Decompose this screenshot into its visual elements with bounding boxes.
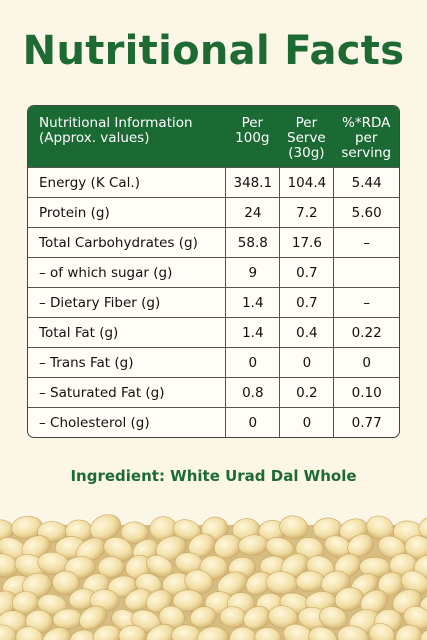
header-line: %*RDA [342,115,391,131]
bean [283,623,314,640]
bean [404,535,427,560]
table-row: Energy (K Cal.) 348.1 104.4 5.44 [28,167,399,197]
bean [15,626,44,640]
header-line: serving [341,145,392,161]
bean [196,626,229,640]
table-cell: – of which sugar (g) [28,257,226,287]
table-cell: 24 [225,197,280,227]
table-cell: 7.2 [279,197,334,227]
bean [22,572,52,598]
table-cell: 0.10 [333,377,399,407]
table-cell: 348.1 [225,167,280,197]
table-body: Energy (K Cal.) 348.1 104.4 5.44 Protein (g)… [28,167,399,437]
table-cell: Total Fat (g) [28,317,226,347]
table-cell: 0 [333,347,399,377]
header-cell: %*RDA per serving [333,106,399,167]
bean [188,533,216,558]
header-row: Nutritional Information (Approx. values) P… [28,106,399,167]
bean [334,587,364,611]
bean [79,605,108,630]
bean [413,554,427,580]
bean [308,626,338,640]
bean [97,556,125,579]
header-line: 100g [235,130,270,146]
table-cell: 0.77 [333,407,399,437]
table-cell: 5.60 [333,197,399,227]
header-line: Nutritional Information [39,115,193,131]
bean [118,625,147,640]
table-row: Protein (g) 24 7.2 5.60 [28,197,399,227]
table-cell [333,257,399,287]
table-cell: 0.4 [279,317,334,347]
table-cell: – Saturated Fat (g) [28,377,226,407]
table-cell: 0 [225,407,280,437]
table-row: Total Fat (g) 1.4 0.4 0.22 [28,317,399,347]
title: Nutritional Facts [22,28,405,74]
bean [347,533,374,558]
table-cell: Protein (g) [28,197,226,227]
bean [120,521,149,544]
ingredient: Ingredient: White Urad Dal Whole [70,467,357,485]
header-line: (Approx. values) [39,130,150,146]
header-line: per [354,130,378,146]
table-row: – of which sugar (g) 9 0.7 [28,257,399,287]
bean [418,515,427,539]
table-cell: – [333,227,399,257]
nutrition-table: Nutritional Information (Approx. values) P… [27,105,400,438]
table-row: – Saturated Fat (g) 0.8 0.2 0.10 [28,377,399,407]
bean [319,606,348,630]
table-cell: 104.4 [279,167,334,197]
bean [146,554,174,578]
bean [366,515,394,540]
table-cell: 0.2 [279,377,334,407]
beans-image [0,514,427,640]
bean [268,605,298,630]
table-cell: 9 [225,257,280,287]
table-row: Total Carbohydrates (g) 58.8 17.6– [28,227,399,257]
header-line: Serve [287,130,326,146]
bean [295,570,326,592]
header-cell: Per 100g [225,106,280,167]
bean [69,629,97,640]
table-row: – Trans Fat (g) 0 0 0 [28,347,399,377]
bean [37,593,68,616]
header-line: Per [241,115,264,131]
table-cell: – Trans Fat (g) [28,347,226,377]
table-cell: – Cholesterol (g) [28,407,226,437]
table-cell: 0 [279,407,334,437]
header-cell: Nutritional Information (Approx. values) [28,106,226,167]
table-cell: 1.4 [225,317,280,347]
table-row: – Dietary Fiber (g) 1.4 0.7– [28,287,399,317]
bean [279,515,309,540]
table-cell: 17.6 [279,227,334,257]
table-cell: 0.7 [279,287,334,317]
table-cell: 58.8 [225,227,280,257]
table-cell: – [333,287,399,317]
table-cell: 5.44 [333,167,399,197]
table-cell: 0 [225,347,280,377]
bean [337,625,369,640]
table-cell: Total Carbohydrates (g) [28,227,226,257]
bean [172,589,205,613]
bean [368,622,395,640]
table-cell: Energy (K Cal.) [28,167,226,197]
bean [42,627,72,640]
table-cell: 0.7 [279,257,334,287]
table-row: – Cholesterol (g) 0 0 0.77 [28,407,399,437]
table-cell: 1.4 [225,287,280,317]
header-cell: Per Serve (30g) [279,106,334,167]
bean [360,589,389,615]
table-cell: – Dietary Fiber (g) [28,287,226,317]
table-cell: 0.22 [333,317,399,347]
bean [52,570,80,596]
bean [189,606,217,628]
table-cell: 0 [279,347,334,377]
table-cell: 0.8 [225,377,280,407]
header-line: Per [295,115,318,131]
header-line: (30g) [288,145,325,161]
